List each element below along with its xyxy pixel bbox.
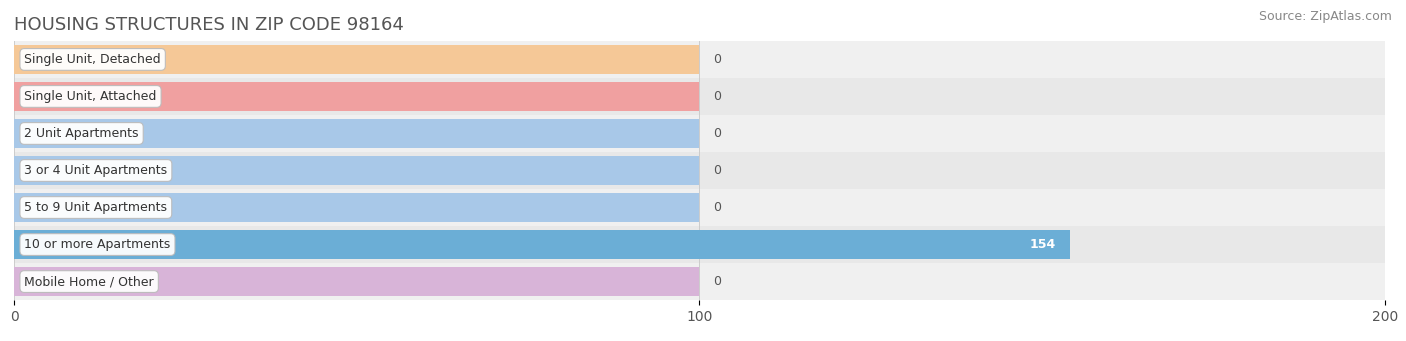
Text: Mobile Home / Other: Mobile Home / Other (24, 275, 155, 288)
Text: 0: 0 (713, 90, 721, 103)
Bar (14, 267, 700, 296)
Bar (14, 263, 1385, 300)
Bar (14, 189, 1385, 226)
Text: 0: 0 (713, 275, 721, 288)
Bar (14, 78, 1385, 115)
Text: 5 to 9 Unit Apartments: 5 to 9 Unit Apartments (24, 201, 167, 214)
Bar (14, 119, 700, 148)
Text: 0: 0 (713, 53, 721, 66)
Bar (14, 152, 1385, 189)
Text: Source: ZipAtlas.com: Source: ZipAtlas.com (1258, 10, 1392, 23)
Bar (14, 41, 1385, 78)
Text: Single Unit, Attached: Single Unit, Attached (24, 90, 156, 103)
Bar (14, 82, 700, 111)
Text: 3 or 4 Unit Apartments: 3 or 4 Unit Apartments (24, 164, 167, 177)
Bar (14, 226, 1385, 263)
Text: HOUSING STRUCTURES IN ZIP CODE 98164: HOUSING STRUCTURES IN ZIP CODE 98164 (14, 16, 404, 34)
Text: 0: 0 (713, 127, 721, 140)
Text: 0: 0 (713, 164, 721, 177)
Bar (14, 115, 1385, 152)
Text: 10 or more Apartments: 10 or more Apartments (24, 238, 170, 251)
Bar (14, 230, 1070, 259)
Bar (14, 156, 700, 185)
Bar (14, 193, 700, 222)
Text: 154: 154 (1029, 238, 1056, 251)
Text: Single Unit, Detached: Single Unit, Detached (24, 53, 160, 66)
Text: 0: 0 (713, 201, 721, 214)
Text: 2 Unit Apartments: 2 Unit Apartments (24, 127, 139, 140)
Bar (14, 45, 700, 74)
